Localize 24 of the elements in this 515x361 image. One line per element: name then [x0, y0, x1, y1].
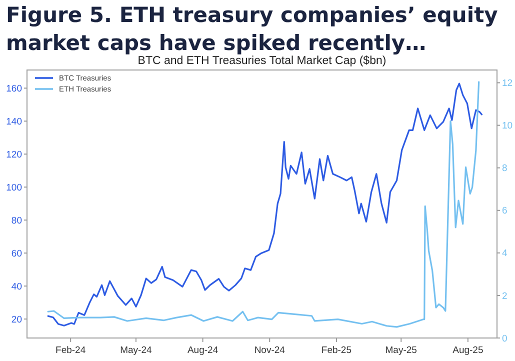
y-tick-label: 60	[11, 248, 22, 260]
x-tick-label: Aug-24	[187, 345, 218, 356]
y-tick-label: 100	[6, 182, 22, 194]
x-tick-label: Aug-25	[452, 345, 484, 356]
y2-tick-label: 2	[502, 290, 508, 302]
y2-tick-label: 10	[502, 120, 513, 132]
y-tick-label: 120	[6, 149, 22, 160]
y2-tick-label: 4	[502, 248, 508, 260]
y-tick-label: 160	[6, 83, 22, 94]
x-tick-label: Feb-25	[321, 345, 352, 356]
x-tick-label: May-24	[120, 345, 152, 356]
y2-tick-label: 6	[502, 206, 508, 217]
y-tick-label: 140	[6, 116, 22, 128]
x-tick-label: Feb-24	[56, 345, 86, 356]
y-tick-label: 20	[11, 314, 22, 326]
y-tick-label: 80	[11, 215, 22, 226]
chart-subtitle: BTC and ETH Treasuries Total Market Cap ($bn)	[138, 55, 386, 67]
x-tick-label: May-25	[385, 345, 417, 356]
y2-tick-label: 12	[502, 78, 513, 90]
x-tick-label: Nov-24	[254, 345, 285, 356]
y-tick-label: 40	[11, 281, 22, 292]
y2-tick-label: 0	[502, 333, 508, 344]
y2-tick-label: 8	[502, 163, 508, 174]
chart-title: Figure 5. ETH treasury companies’ equity market caps have spiked recently…	[6, 3, 498, 55]
